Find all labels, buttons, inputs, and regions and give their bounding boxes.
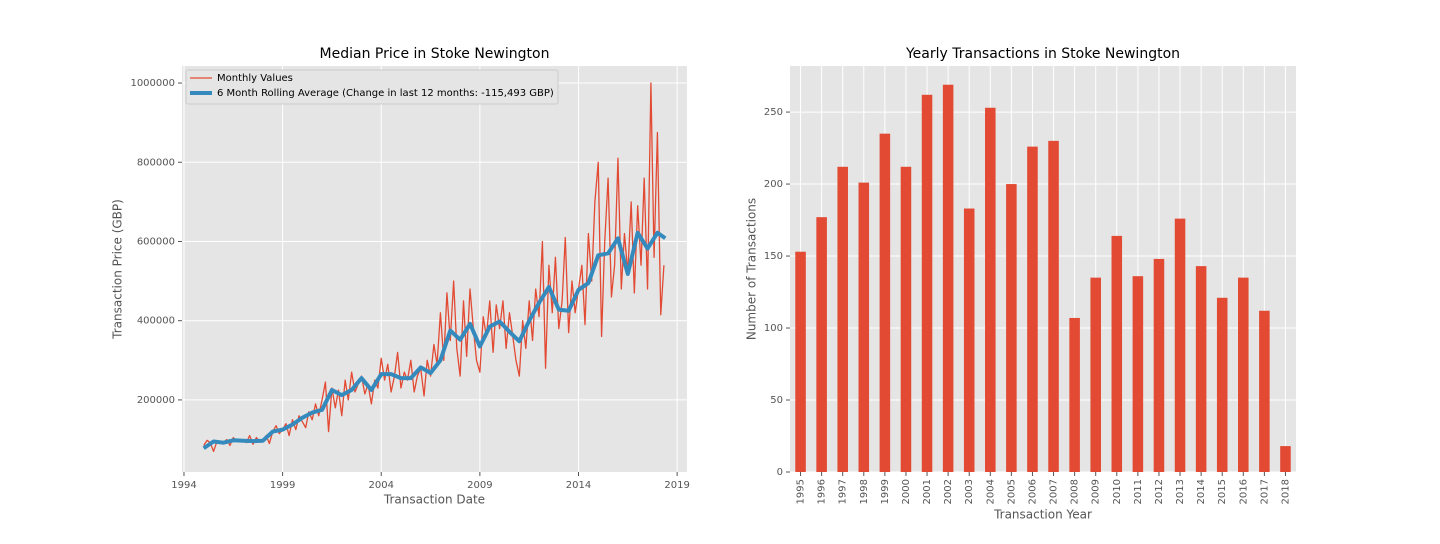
legend-label: Monthly Values (217, 73, 293, 84)
x-tick-label: 2012 (1154, 479, 1165, 504)
x-tick-label: 2000 (901, 479, 912, 504)
x-tick-label: 2018 (1280, 479, 1291, 504)
y-axis-label: Number of Transactions (745, 198, 759, 340)
y-axis-label: Transaction Price (GBP) (111, 199, 125, 340)
x-tick-label: 1996 (817, 479, 828, 504)
y-tick-label: 800000 (137, 157, 175, 168)
x-tick-label: 1997 (838, 479, 849, 504)
y-tick-label: 50 (770, 395, 783, 406)
bar (900, 166, 912, 472)
x-tick-label: 2004 (985, 479, 996, 504)
y-tick-label: 0 (777, 467, 783, 478)
x-tick-label: 2003 (964, 479, 975, 504)
x-tick-label: 1998 (859, 479, 870, 504)
x-tick-label: 2015 (1217, 479, 1228, 504)
y-tick-label: 600000 (137, 236, 175, 247)
bar (1216, 297, 1228, 472)
x-tick-label: 1995 (796, 479, 807, 504)
chart-title: Yearly Transactions in Stoke Newington (905, 46, 1180, 62)
bar (1006, 184, 1017, 472)
bar (858, 182, 870, 473)
bar (1238, 277, 1249, 472)
x-tick-label: 2009 (467, 480, 492, 491)
legend: Monthly Values 6 Month Rolling Average (C… (185, 69, 559, 105)
x-tick-label: 2007 (1049, 479, 1060, 504)
x-tick-label: 2016 (1238, 479, 1249, 504)
bar (1174, 218, 1186, 472)
x-tick-label: 1999 (270, 480, 295, 491)
x-tick-label: 2004 (369, 480, 394, 491)
bar (942, 84, 954, 472)
x-tick-label: 2019 (664, 480, 689, 491)
legend-label: 6 Month Rolling Average (Change in last … (217, 88, 554, 99)
y-tick-label: 200000 (137, 395, 175, 406)
legend-box (185, 69, 559, 105)
bar (921, 94, 933, 473)
bar (1132, 276, 1144, 472)
bar (837, 166, 848, 472)
x-tick-label: 2005 (1006, 479, 1017, 504)
x-tick-label: 2013 (1175, 479, 1186, 504)
x-tick-label: 2010 (1112, 479, 1123, 504)
x-tick-label: 2002 (943, 479, 954, 504)
x-axis-label: Transaction Date (383, 493, 485, 507)
bar (795, 251, 806, 472)
x-tick-label: 2017 (1259, 479, 1270, 504)
y-tick-label: 400000 (137, 316, 175, 327)
bar (963, 208, 975, 472)
bar (1069, 317, 1080, 472)
x-tick-label: 2014 (1196, 479, 1207, 504)
y-tick-label: 200 (764, 179, 783, 190)
y-tick-label: 150 (764, 251, 783, 262)
x-tick-label: 1999 (880, 479, 891, 504)
bar (1090, 277, 1101, 472)
plot-area (790, 66, 1296, 472)
line-series (203, 82, 665, 453)
y-tick-label: 250 (764, 107, 783, 118)
y-tick-label: 1000000 (130, 78, 175, 89)
bar (879, 133, 891, 472)
x-tick-label: 2006 (1027, 479, 1038, 504)
bar (1195, 266, 1207, 472)
x-tick-label: 2009 (1091, 479, 1102, 504)
bar (1111, 235, 1123, 472)
bar (816, 217, 827, 472)
x-axis-label: Transaction Year (993, 508, 1092, 522)
y-tick-label: 100 (764, 323, 783, 334)
bar (1153, 258, 1165, 472)
x-tick-label: 2014 (566, 480, 591, 491)
x-tick-label: 2008 (1070, 479, 1081, 504)
bar (1027, 146, 1038, 472)
x-tick-label: 2011 (1133, 479, 1144, 504)
bar (1280, 446, 1291, 472)
plot-area (182, 66, 687, 472)
bar (1259, 310, 1270, 472)
bar (1048, 140, 1059, 473)
x-tick-label: 1994 (171, 480, 196, 491)
chart-title: Median Price in Stoke Newington (320, 46, 550, 62)
x-tick-label: 2001 (922, 479, 933, 504)
line-series (202, 230, 667, 450)
bar (985, 107, 996, 472)
